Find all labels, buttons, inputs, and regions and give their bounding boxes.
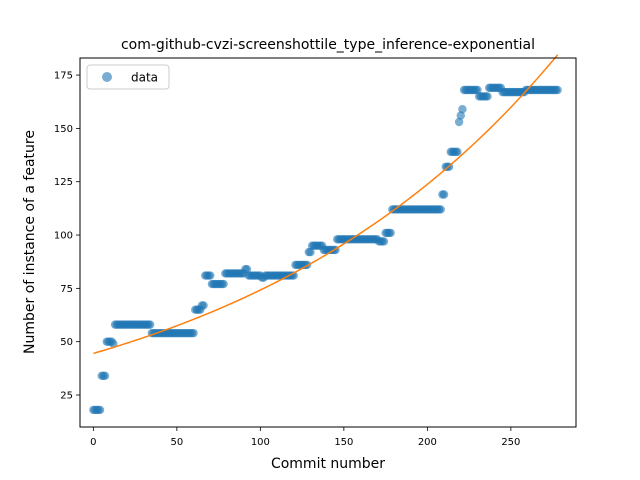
data-point <box>242 264 252 274</box>
x-tick-label: 150 <box>334 437 353 448</box>
data-point <box>95 405 105 415</box>
y-tick-label: 50 <box>60 337 73 348</box>
x-tick-label: 250 <box>501 437 520 448</box>
legend: data <box>86 64 170 90</box>
x-tick-label: 0 <box>90 437 96 448</box>
legend-marker-data <box>102 72 112 82</box>
data-point <box>439 190 449 199</box>
data-point <box>483 92 492 101</box>
data-point <box>109 339 118 349</box>
data-point <box>100 371 110 381</box>
data-point <box>145 320 155 329</box>
chart-title: com-github-cvzi-screenshottile_type_infe… <box>121 37 535 53</box>
data-point <box>379 237 389 246</box>
data-point <box>206 271 215 280</box>
y-tick-label: 100 <box>54 231 73 242</box>
plot-area <box>89 54 562 415</box>
axes-frame <box>79 57 577 428</box>
x-tick-label: 100 <box>251 437 270 448</box>
data-point <box>386 228 395 238</box>
data-point <box>458 104 467 114</box>
y-tick-label: 125 <box>54 177 73 188</box>
data-point <box>453 147 462 157</box>
data-point <box>219 279 228 289</box>
x-tick-label: 50 <box>170 437 183 448</box>
fit-line <box>93 54 559 355</box>
y-tick-label: 175 <box>54 71 73 82</box>
data-point <box>436 205 445 214</box>
x-tick-label: 200 <box>418 437 437 448</box>
y-tick-label: 150 <box>54 124 73 135</box>
data-point <box>199 301 208 310</box>
y-tick-label: 25 <box>60 391 73 402</box>
data-point <box>473 85 482 95</box>
data-point <box>553 85 562 95</box>
data-point <box>189 328 198 338</box>
y-tick-label: 75 <box>60 284 73 295</box>
axis-ticks: 0 50 100 150 200 250 25 50 75 100 125 150 175 <box>54 71 521 448</box>
legend-label-data: data <box>131 71 158 85</box>
x-axis-label: Commit number <box>271 456 385 472</box>
y-axis-label: Number of instance of a feature <box>22 130 38 354</box>
legend-box <box>86 64 170 90</box>
data-point <box>306 247 315 257</box>
data-point <box>454 117 464 127</box>
data-point <box>456 111 465 120</box>
